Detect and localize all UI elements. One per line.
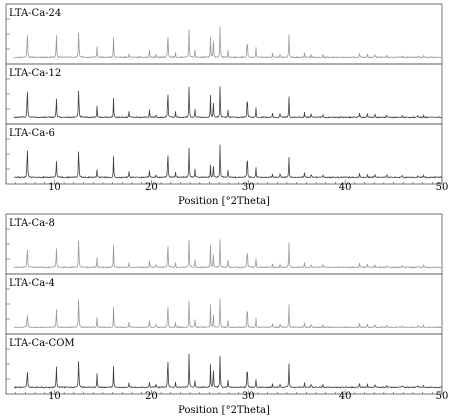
xrd-chart-1: LTA-Ca-8 LTA-Ca-4 LTA-Ca-COM 10 20 30 40 50 Posi… [5,213,449,416]
panel-frame [5,3,443,65]
panel-frame [5,123,443,185]
series-panel: LTA-Ca-24 [5,3,443,65]
panel-frame [5,63,443,125]
x-tick-label: 20 [145,391,158,402]
series-panel: LTA-Ca-6 [5,123,443,185]
series-line [13,298,443,329]
panel-frame [5,273,443,335]
x-tick-label: 30 [242,391,255,402]
series-line [13,239,443,269]
series-panel: LTA-Ca-4 [5,273,443,335]
series-line [13,353,443,389]
series-line [13,26,443,59]
x-axis-label: Position [°2Theta] [178,405,270,416]
x-axis: 10 20 30 40 50 Position [°2Theta] [5,180,449,207]
x-tick-label: 40 [339,182,352,193]
series-label: LTA-Ca-24 [9,8,61,19]
x-tick-label: 10 [48,182,61,193]
x-tick-label: 50 [436,391,449,402]
series-label: LTA-Ca-8 [9,218,55,229]
series-panel: LTA-Ca-COM [5,333,443,395]
series-line [13,144,443,179]
x-tick-label: 20 [145,182,158,193]
series-label: LTA-Ca-COM [9,338,75,349]
x-tick-label: 40 [339,391,352,402]
panel-frame [5,213,443,275]
series-panel: LTA-Ca-12 [5,63,443,125]
series-line [13,86,443,119]
series-label: LTA-Ca-12 [9,68,61,79]
xrd-chart-0: LTA-Ca-24 LTA-Ca-12 LTA-Ca-6 10 20 30 40 50 Posi… [5,3,449,207]
x-tick-label: 30 [242,182,255,193]
series-label: LTA-Ca-4 [9,278,55,289]
x-tick-label: 50 [436,182,449,193]
series-label: LTA-Ca-6 [9,128,55,139]
x-axis: 10 20 30 40 50 Position [°2Theta] [5,390,449,416]
x-tick-label: 10 [48,391,61,402]
x-axis-label: Position [°2Theta] [178,196,270,207]
series-panel: LTA-Ca-8 [5,213,443,275]
